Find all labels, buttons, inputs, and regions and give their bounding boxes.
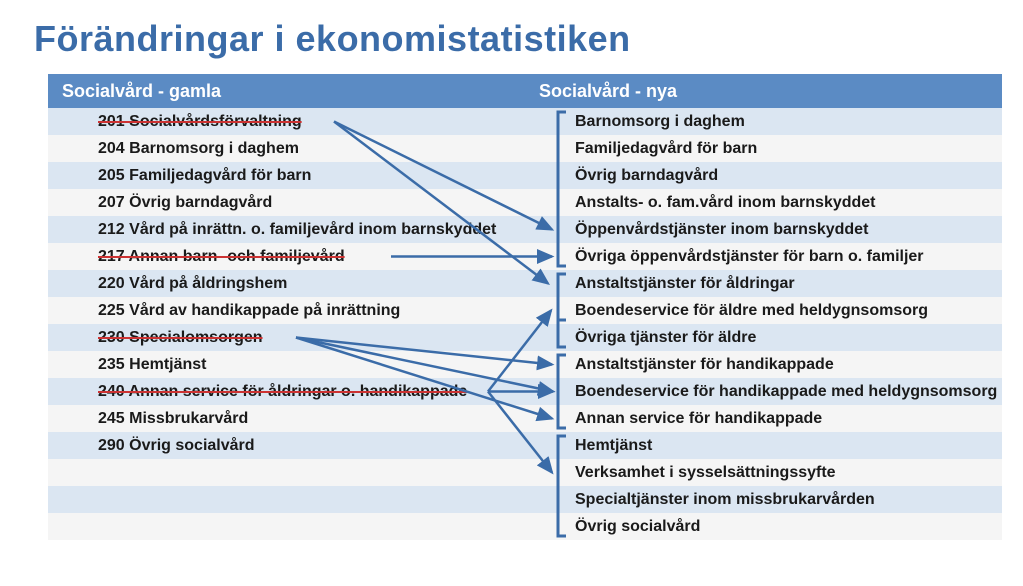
right-cell: Barnomsorg i daghem <box>525 108 1002 135</box>
struck-text: 240 Annan service för åldringar o. handi… <box>98 383 467 400</box>
table-row: 217 Annan barn- och familjevård Övriga öp… <box>48 243 1002 270</box>
left-cell: 290 Övrig socialvård <box>48 432 525 459</box>
right-cell: Familjedagvård för barn <box>525 135 1002 162</box>
left-cell: 240 Annan service för åldringar o. handi… <box>48 378 525 405</box>
table-row: 290 Övrig socialvårdHemtjänst <box>48 432 1002 459</box>
right-cell: Annan service för handikappade <box>525 405 1002 432</box>
mapping-table-wrap: Socialvård - gamla Socialvård - nya 201 … <box>48 74 1002 540</box>
table-row: 204 Barnomsorg i daghemFamiljedagvård fö… <box>48 135 1002 162</box>
left-cell <box>48 486 525 513</box>
right-cell: Öppenvårdstjänster inom barnskyddet <box>525 216 1002 243</box>
table-row: 220 Vård på åldringshemAnstaltstjänster … <box>48 270 1002 297</box>
right-cell: Övriga öppenvårdstjänster för barn o. fa… <box>525 243 1002 270</box>
right-cell: Anstalts- o. fam.vård inom barnskyddet <box>525 189 1002 216</box>
table-row: 212 Vård på inrättn. o. familjevård inom… <box>48 216 1002 243</box>
left-cell: 245 Missbrukarvård <box>48 405 525 432</box>
table-row: 240 Annan service för åldringar o. handi… <box>48 378 1002 405</box>
table-row: 201 Socialvårdsförvaltning Barnomsorg i d… <box>48 108 1002 135</box>
table-row: 205 Familjedagvård för barnÖvrig barndag… <box>48 162 1002 189</box>
left-cell: 217 Annan barn- och familjevård <box>48 243 525 270</box>
page-title: Förändringar i ekonomistatistiken <box>34 18 993 60</box>
right-cell: Övrig socialvård <box>525 513 1002 540</box>
right-header: Socialvård - nya <box>525 74 1002 108</box>
left-cell: 225 Vård av handikappade på inrättning <box>48 297 525 324</box>
left-cell: 212 Vård på inrättn. o. familjevård inom… <box>48 216 525 243</box>
table-header-row: Socialvård - gamla Socialvård - nya <box>48 74 1002 108</box>
right-cell: Verksamhet i sysselsättningssyfte <box>525 459 1002 486</box>
table-row: 225 Vård av handikappade på inrättningBo… <box>48 297 1002 324</box>
struck-text: 230 Specialomsorgen <box>98 329 263 346</box>
right-cell: Boendeservice för handikappade med heldy… <box>525 378 1002 405</box>
table-row: Specialtjänster inom missbrukarvården <box>48 486 1002 513</box>
right-cell: Anstaltstjänster för åldringar <box>525 270 1002 297</box>
left-cell: 207 Övrig barndagvård <box>48 189 525 216</box>
left-cell: 230 Specialomsorgen <box>48 324 525 351</box>
right-cell: Boendeservice för äldre med heldygnsomso… <box>525 297 1002 324</box>
mapping-table: Socialvård - gamla Socialvård - nya 201 … <box>48 74 1002 540</box>
left-cell: 201 Socialvårdsförvaltning <box>48 108 525 135</box>
table-row: Övrig socialvård <box>48 513 1002 540</box>
right-cell: Övriga tjänster för äldre <box>525 324 1002 351</box>
table-row: 235 HemtjänstAnstaltstjänster för handik… <box>48 351 1002 378</box>
table-row: 230 Specialomsorgen Övriga tjänster för ä… <box>48 324 1002 351</box>
table-row: Verksamhet i sysselsättningssyfte <box>48 459 1002 486</box>
left-header: Socialvård - gamla <box>48 74 525 108</box>
left-cell: 205 Familjedagvård för barn <box>48 162 525 189</box>
right-cell: Övrig barndagvård <box>525 162 1002 189</box>
left-cell <box>48 459 525 486</box>
left-cell <box>48 513 525 540</box>
left-cell: 204 Barnomsorg i daghem <box>48 135 525 162</box>
right-cell: Specialtjänster inom missbrukarvården <box>525 486 1002 513</box>
right-cell: Anstaltstjänster för handikappade <box>525 351 1002 378</box>
table-row: 245 MissbrukarvårdAnnan service för hand… <box>48 405 1002 432</box>
table-row: 207 Övrig barndagvårdAnstalts- o. fam.vå… <box>48 189 1002 216</box>
left-cell: 220 Vård på åldringshem <box>48 270 525 297</box>
struck-text: 201 Socialvårdsförvaltning <box>98 113 302 130</box>
struck-text: 217 Annan barn- och familjevård <box>98 248 345 265</box>
right-cell: Hemtjänst <box>525 432 1002 459</box>
left-cell: 235 Hemtjänst <box>48 351 525 378</box>
